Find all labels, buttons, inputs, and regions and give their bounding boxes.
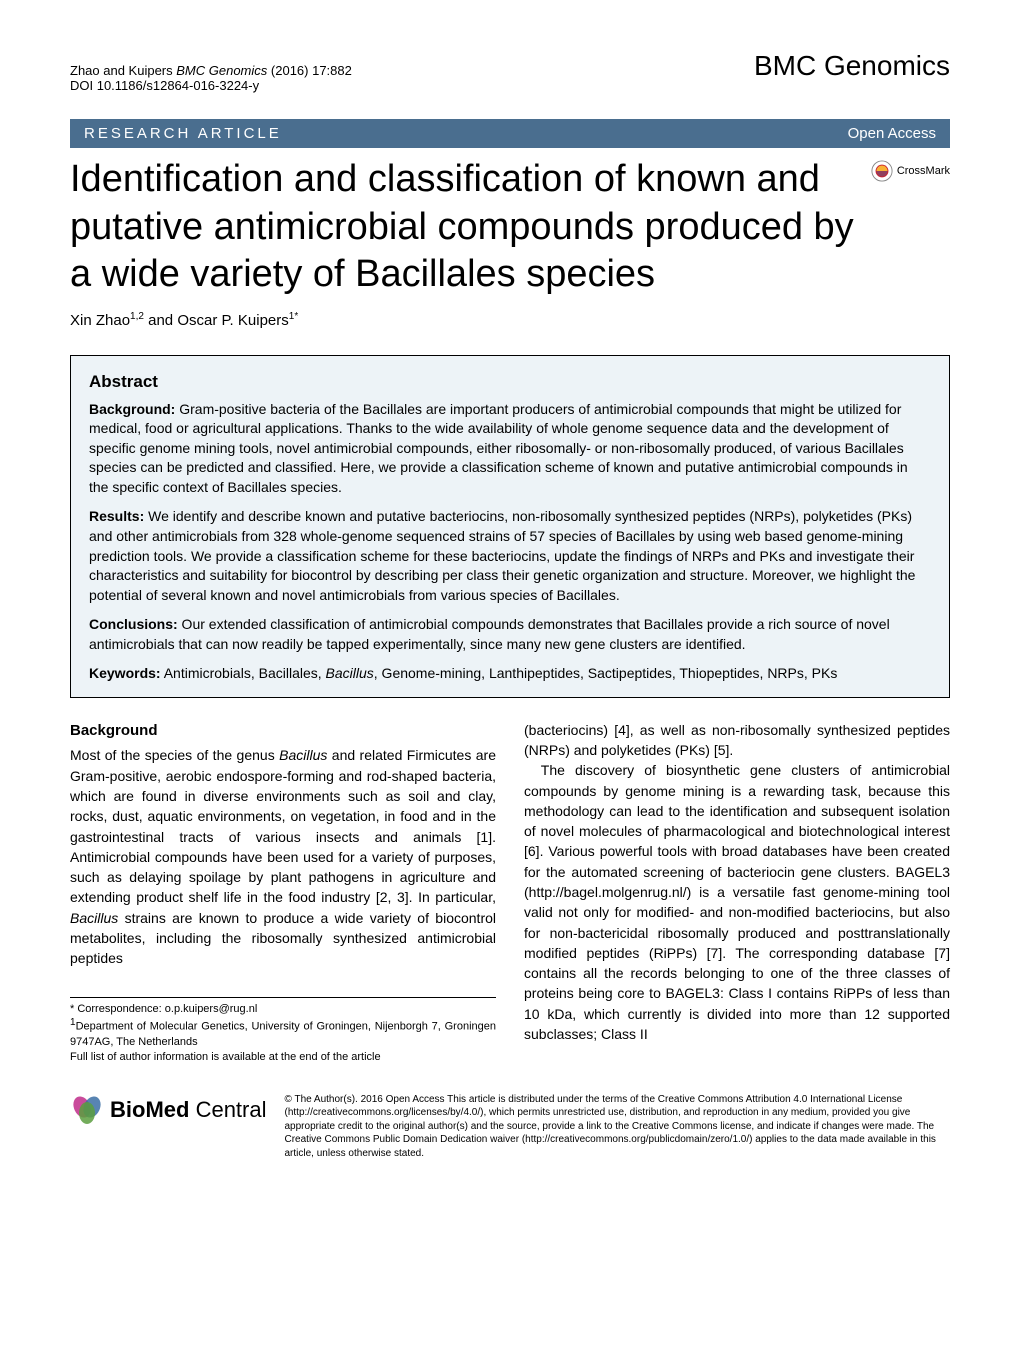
crossmark-icon	[871, 160, 893, 182]
citation-line: Zhao and Kuipers BMC Genomics (2016) 17:…	[70, 63, 352, 78]
author-2-affil: 1*	[289, 311, 298, 322]
abstract-results: Results: We identify and describe known …	[89, 507, 931, 605]
author-and: and Oscar P. Kuipers	[144, 312, 289, 329]
column-left: Background Most of the species of the ge…	[70, 720, 496, 1065]
abstract-keywords: Keywords: Antimicrobials, Bacillales, Ba…	[89, 665, 931, 681]
biomed-central-logo: BioMed Central	[70, 1093, 267, 1127]
banner-open-access: Open Access	[848, 125, 936, 142]
column-right: (bacteriocins) [4], as well as non-ribos…	[524, 720, 950, 1065]
col1-text-c: strains are known to produce a wide vari…	[70, 910, 496, 967]
bmc-logo-bio: BioMed	[110, 1097, 189, 1122]
title-block: Identification and classification of kno…	[70, 156, 859, 311]
article-title: Identification and classification of kno…	[70, 156, 859, 299]
doi-line: DOI 10.1186/s12864-016-3224-y	[70, 78, 352, 93]
bmc-logo-text: BioMed Central	[110, 1097, 267, 1123]
col1-italic-1: Bacillus	[279, 747, 327, 763]
crossmark-badge[interactable]: CrossMark	[871, 160, 950, 182]
abstract-results-text: We identify and describe known and putat…	[89, 508, 915, 602]
keywords-italic: Bacillus	[326, 665, 374, 681]
affiliation-text: Department of Molecular Genetics, Univer…	[70, 1021, 496, 1048]
footer-bar: BioMed Central © The Author(s). 2016 Ope…	[70, 1083, 950, 1161]
correspondence-line: * Correspondence: o.p.kuipers@rug.nl	[70, 1002, 496, 1017]
title-row: Identification and classification of kno…	[70, 156, 950, 311]
article-type-banner: RESEARCH ARTICLE Open Access	[70, 119, 950, 148]
authors-line: Xin Zhao1,2 and Oscar P. Kuipers1*	[70, 311, 950, 329]
keywords-text-1: Antimicrobials, Bacillales,	[161, 665, 326, 681]
col1-text-b: and related Firmicutes are Gram-positive…	[70, 747, 496, 905]
col1-italic-2: Bacillus	[70, 910, 118, 926]
abstract-heading: Abstract	[89, 372, 931, 392]
col2-para2: The discovery of biosynthetic gene clust…	[524, 760, 950, 1044]
banner-article-type: RESEARCH ARTICLE	[84, 125, 282, 142]
abstract-background-label: Background:	[89, 401, 175, 417]
col1-para1: Most of the species of the genus Bacillu…	[70, 745, 496, 968]
abstract-results-label: Results:	[89, 508, 144, 524]
bmc-logo-central: Central	[189, 1097, 266, 1122]
abstract-conclusions-text: Our extended classification of antimicro…	[89, 616, 890, 652]
header-row: Zhao and Kuipers BMC Genomics (2016) 17:…	[70, 50, 950, 93]
crossmark-label: CrossMark	[897, 165, 950, 177]
citation-yearvol: (2016) 17:882	[271, 63, 352, 78]
col2-para1: (bacteriocins) [4], as well as non-ribos…	[524, 720, 950, 761]
author-1-affil: 1,2	[130, 311, 144, 322]
keywords-label: Keywords:	[89, 665, 161, 681]
background-heading: Background	[70, 720, 496, 742]
abstract-background-text: Gram-positive bacteria of the Bacillales…	[89, 401, 908, 495]
bmc-flower-icon	[70, 1093, 104, 1127]
abstract-conclusions-label: Conclusions:	[89, 616, 178, 632]
citation-block: Zhao and Kuipers BMC Genomics (2016) 17:…	[70, 63, 352, 93]
citation-authors: Zhao and Kuipers	[70, 63, 173, 78]
citation-journal: BMC Genomics	[176, 63, 267, 78]
keywords-text-2: , Genome-mining, Lanthipeptides, Sactipe…	[374, 665, 838, 681]
abstract-box: Abstract Background: Gram-positive bacte…	[70, 355, 950, 698]
author-1: Xin Zhao	[70, 312, 130, 329]
journal-logo-text: BMC Genomics	[754, 50, 950, 82]
footnotes-block: * Correspondence: o.p.kuipers@rug.nl 1De…	[70, 997, 496, 1065]
fullinfo-line: Full list of author information is avail…	[70, 1050, 496, 1065]
abstract-conclusions: Conclusions: Our extended classification…	[89, 615, 931, 654]
body-columns: Background Most of the species of the ge…	[70, 720, 950, 1065]
copyright-text: © The Author(s). 2016 Open Access This a…	[285, 1093, 951, 1161]
page-container: Zhao and Kuipers BMC Genomics (2016) 17:…	[0, 0, 1020, 1190]
affiliation-line: 1Department of Molecular Genetics, Unive…	[70, 1016, 496, 1049]
abstract-background: Background: Gram-positive bacteria of th…	[89, 400, 931, 498]
col1-text-a: Most of the species of the genus	[70, 747, 279, 763]
